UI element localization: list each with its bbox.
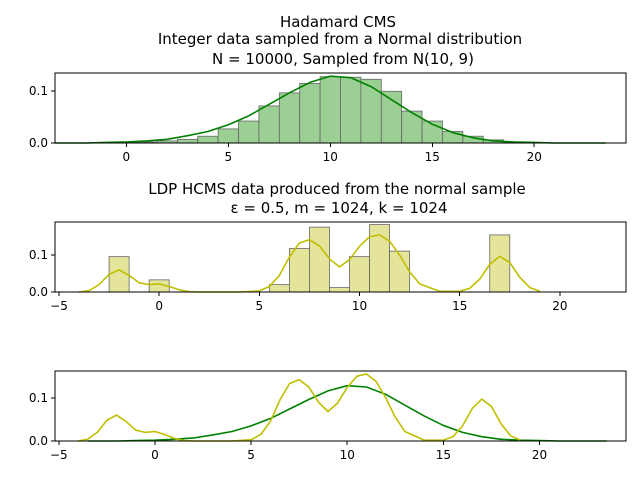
chart2-xtick-label-3: 10: [352, 299, 367, 313]
chart3-ytick-label-1: 0.1: [29, 391, 48, 405]
chart1-ytick-label-1: 0.1: [29, 84, 48, 98]
chart2-bar-2: [268, 284, 290, 293]
chart3-frame: [54, 370, 627, 442]
chart1-xtick-label-3: 15: [425, 150, 440, 164]
chart3-xtick-label-4: 15: [436, 448, 451, 462]
chart2-title-line-1: LDP HCMS data produced from the normal s…: [148, 180, 526, 198]
chart2-ytick-label-0: 0.0: [29, 285, 48, 299]
chart1-axes: 0 5 10 15 20 0.0 0.1: [29, 72, 627, 164]
chart1-bar-10: [319, 76, 341, 144]
chart1-bar-8: [278, 92, 301, 144]
chart2-title-line-2: ε = 0.5, m = 1024, k = 1024: [231, 199, 448, 217]
chart1-bar-9: [299, 83, 321, 144]
chart1-bar-3: [176, 138, 199, 144]
chart1-xtick-label-1: 5: [225, 150, 233, 164]
chart1-title-line-3: N = 10000, Sampled from N(10, 9): [212, 50, 474, 68]
chart3-ytick-label-0: 0.0: [29, 434, 48, 448]
chart1-bar-6: [238, 120, 260, 144]
chart2-xtick-label-0: −5: [50, 299, 68, 313]
chart2-axes: −5 0 5 10 15 20 0.0 0.1: [29, 221, 627, 313]
chart1-line-0: [55, 75, 606, 144]
chart1-bar-5: [217, 128, 239, 144]
chart2-xtick-label-2: 5: [256, 299, 264, 313]
chart1-bar-4: [197, 135, 219, 144]
chart1-frame: [54, 72, 627, 144]
chart1-title-line-1: Hadamard CMS: [280, 13, 396, 31]
chart1-ytick-label-0: 0.0: [29, 136, 48, 150]
chart1-bar-11: [340, 76, 362, 144]
chart3-xtick-label-1: 0: [151, 448, 159, 462]
chart2-xtick-label-1: 0: [155, 299, 163, 313]
chart3-line-1: [77, 373, 521, 442]
chart3-xtick-label-5: 20: [532, 448, 547, 462]
chart2-bar-4: [309, 226, 330, 293]
chart3-xtick-label-0: −5: [50, 448, 68, 462]
chart3-line-0: [87, 384, 607, 442]
chart3-xtick-label-2: 5: [247, 448, 255, 462]
chart2-line-0: [78, 234, 541, 293]
chart3-xtick-label-3: 10: [340, 448, 355, 462]
chart2-bar-6: [349, 256, 370, 293]
chart1-bar-12: [360, 78, 382, 144]
chart2-bar-3: [289, 248, 310, 293]
chart1-xtick-label-0: 0: [123, 150, 131, 164]
chart1-bar-7: [258, 105, 280, 144]
chart1-title-line-2: Integer data sampled from a Normal distr…: [158, 30, 522, 48]
chart2-ytick-label-1: 0.1: [29, 248, 48, 262]
chart2-bar-9: [489, 234, 511, 293]
chart1-xtick-label-4: 20: [527, 150, 542, 164]
chart3-axes: −5 0 5 10 15 20 0.0 0.1: [29, 370, 627, 462]
chart2-bar-8: [389, 250, 411, 293]
chart2-xtick-label-4: 15: [452, 299, 467, 313]
chart2-bar-5: [329, 287, 350, 293]
chart1-xtick-label-2: 10: [323, 150, 338, 164]
chart2-frame: [54, 221, 627, 293]
chart2-xtick-label-5: 20: [552, 299, 567, 313]
